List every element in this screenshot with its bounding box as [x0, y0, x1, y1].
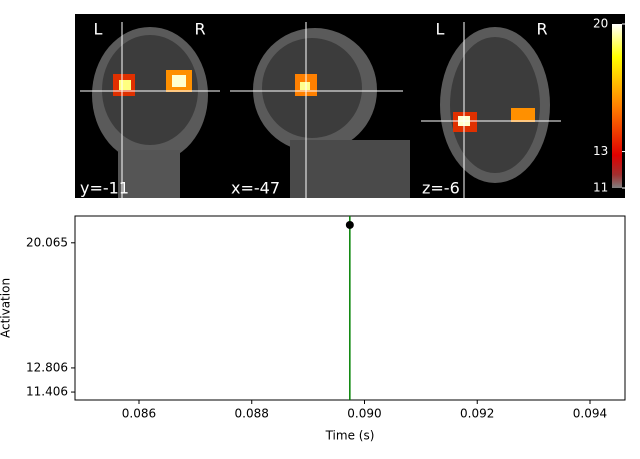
colorbar [612, 24, 622, 188]
orientation-label: L [436, 20, 445, 39]
x-tick-label: 0.086 [122, 407, 156, 421]
x-axis-label: Time (s) [325, 429, 375, 443]
y-tick-label: 20.065 [26, 235, 68, 249]
data-point [345, 220, 354, 229]
chart: Time (s) Activation [0, 215, 626, 443]
orientation-label: R [536, 20, 547, 39]
y-axis-label: Activation [0, 278, 13, 338]
slice-coordinate: z=-6 [422, 179, 460, 198]
colorbar-tick-label: 20 [593, 17, 608, 31]
brain-image [118, 150, 180, 198]
brain-image [450, 37, 540, 173]
activation-blob [300, 82, 310, 90]
orientation-label: L [94, 20, 103, 39]
slice-coordinate: x=-47 [231, 179, 280, 198]
x-tick-label: 0.094 [573, 407, 607, 421]
x-tick-label: 0.090 [347, 407, 381, 421]
brain-image [102, 35, 198, 145]
orientation-label: R [194, 20, 205, 39]
slice-panel: L R L R y=-11 x=-47 z=-6 [75, 14, 625, 198]
slice-coordinate: y=-11 [80, 179, 129, 198]
x-tick-label: 0.088 [235, 407, 269, 421]
x-tick-label: 0.092 [460, 407, 494, 421]
y-tick-label: 11.406 [26, 385, 68, 399]
colorbar-tick-label: 11 [593, 181, 608, 195]
y-tick-label: 12.806 [26, 360, 68, 374]
activation-blob [511, 108, 535, 122]
activation-blob [172, 75, 186, 87]
brain-image [290, 140, 410, 198]
colorbar-tick-label: 13 [593, 144, 608, 158]
activation-blob [119, 80, 131, 90]
